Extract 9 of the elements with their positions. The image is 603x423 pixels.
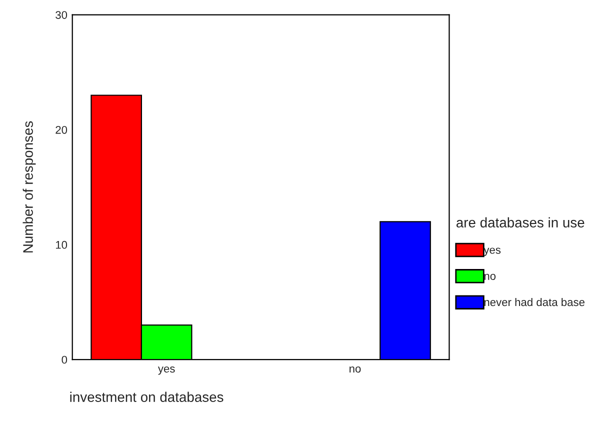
y-tick-label: 0	[62, 356, 68, 364]
x-axis-title: investment on databases	[70, 392, 224, 402]
legend-label: no	[484, 274, 496, 280]
legend-label: never had data base	[484, 298, 584, 306]
y-tick-label: 30	[56, 11, 68, 19]
y-axis-title: Number of responses	[22, 121, 36, 252]
legend-title: are databases in use	[456, 217, 584, 228]
y-tick-label: 10	[56, 240, 68, 249]
y-tick-label: 20	[56, 126, 68, 134]
